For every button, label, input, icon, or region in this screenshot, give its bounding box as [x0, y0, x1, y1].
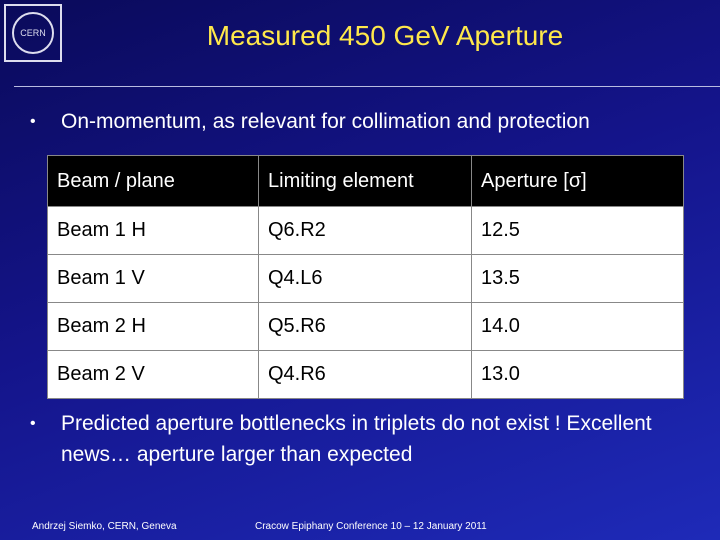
table-body: Beam 1 H Q6.R2 12.5 Beam 1 V Q4.L6 13.5 Beam 2…: [47, 206, 684, 399]
table-cell: Beam 1 H: [47, 206, 259, 255]
table-cell: Beam 2 V: [47, 350, 259, 399]
table-row: Beam 2 H Q5.R6 14.0: [47, 302, 684, 351]
table-cell: Q4.L6: [258, 254, 472, 303]
table: Beam / plane Limiting element Aperture […: [47, 155, 684, 399]
bullet-text: On-momentum, as relevant for collimation…: [61, 110, 590, 133]
table-row: Beam 1 V Q4.L6 13.5: [47, 254, 684, 303]
table-cell: Q5.R6: [258, 302, 472, 351]
bullet-text: Predicted aperture bottlenecks in triple…: [61, 412, 652, 466]
title: Measured 450 GeV Aperture: [206, 20, 564, 51]
bullet: Predicted aperture bottlenecks in triple…: [30, 408, 680, 470]
header-cell: Aperture [σ]: [471, 155, 684, 207]
header-cell: Limiting element: [258, 155, 472, 207]
footer-author: Andrzej Siemko, CERN, Geneva: [32, 521, 177, 532]
table-row: Beam 2 V Q4.R6 13.0: [47, 350, 684, 399]
header-cell: Beam / plane: [47, 155, 259, 207]
table-cell: 13.5: [471, 254, 684, 303]
table-cell: Q6.R2: [258, 206, 472, 255]
table-cell: 12.5: [471, 206, 684, 255]
bullet: On-momentum, as relevant for collimation…: [30, 106, 590, 137]
table-row: Beam 1 H Q6.R2 12.5: [47, 206, 684, 255]
header-row: Beam / plane Limiting element Aperture […: [47, 155, 684, 207]
table-cell: 13.0: [471, 350, 684, 399]
table-cell: Q4.R6: [258, 350, 472, 399]
table-cell: Beam 2 H: [47, 302, 259, 351]
divider: [14, 86, 720, 87]
footer-event: Cracow Epiphany Conference 10 – 12 Janua…: [255, 521, 487, 532]
table-cell: 14.0: [471, 302, 684, 351]
logo: CERN: [4, 4, 62, 62]
logo-text: CERN: [12, 12, 54, 54]
table-cell: Beam 1 V: [47, 254, 259, 303]
